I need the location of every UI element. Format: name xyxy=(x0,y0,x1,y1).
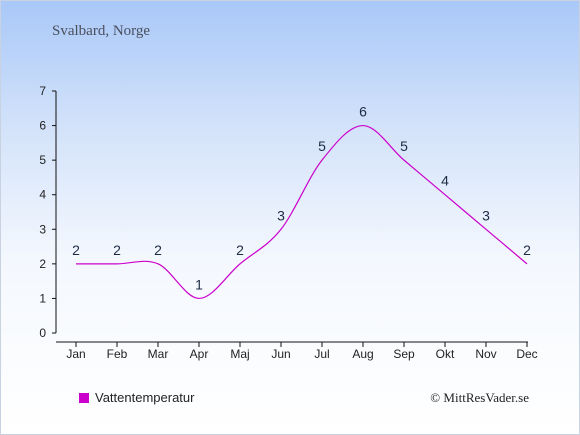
legend-label: Vattentemperatur xyxy=(95,390,195,405)
data-label: 3 xyxy=(482,207,490,223)
x-tick-label: Mar xyxy=(148,347,169,361)
series-line-layer xyxy=(75,124,528,300)
data-label-layer: 2 2 2 1 2 3 5 6 5 4 3 2 xyxy=(72,104,531,293)
data-label: 1 xyxy=(195,276,203,292)
y-tick-label: 7 xyxy=(39,84,46,98)
data-label: 5 xyxy=(400,138,408,154)
x-tick-label: Aug xyxy=(352,347,373,361)
y-tick-label: 1 xyxy=(39,291,46,305)
x-tick-label: Sep xyxy=(393,347,415,361)
data-label: 2 xyxy=(113,242,121,258)
data-label: 2 xyxy=(72,242,80,258)
data-label: 5 xyxy=(318,138,326,154)
x-tick-label: Apr xyxy=(190,347,209,361)
y-tick-label: 4 xyxy=(39,188,46,202)
y-tick-label: 3 xyxy=(39,222,46,236)
data-label: 2 xyxy=(523,242,531,258)
x-tick-label: Dec xyxy=(516,347,537,361)
data-label: 6 xyxy=(359,104,367,120)
copyright-text: © MittResVader.se xyxy=(430,390,529,405)
x-tick-label: Okt xyxy=(436,347,455,361)
y-tick-label: 2 xyxy=(39,257,46,271)
data-label: 3 xyxy=(277,207,285,223)
data-label: 2 xyxy=(236,242,244,258)
chart-axes: 0 1 2 3 4 5 6 7 Jan Feb Mar Apr Maj Jun Jul Aug Sep Okt No… xyxy=(39,84,537,361)
y-tick-label: 0 xyxy=(39,326,46,340)
legend: Vattentemperatur xyxy=(79,390,194,405)
x-tick-label: Nov xyxy=(475,347,496,361)
x-tick-label: Feb xyxy=(107,347,128,361)
data-label: 4 xyxy=(441,173,449,189)
x-tick-label: Jun xyxy=(271,347,290,361)
x-tick-label: Jul xyxy=(314,347,329,361)
y-tick-label: 5 xyxy=(39,153,46,167)
location-title: Svalbard, Norge xyxy=(52,23,151,39)
legend-swatch xyxy=(79,392,89,403)
x-tick-label: Maj xyxy=(230,347,249,361)
x-tick-label: Jan xyxy=(66,347,85,361)
y-tick-label: 6 xyxy=(39,119,46,133)
series-line xyxy=(75,124,528,300)
data-label: 2 xyxy=(154,242,162,258)
